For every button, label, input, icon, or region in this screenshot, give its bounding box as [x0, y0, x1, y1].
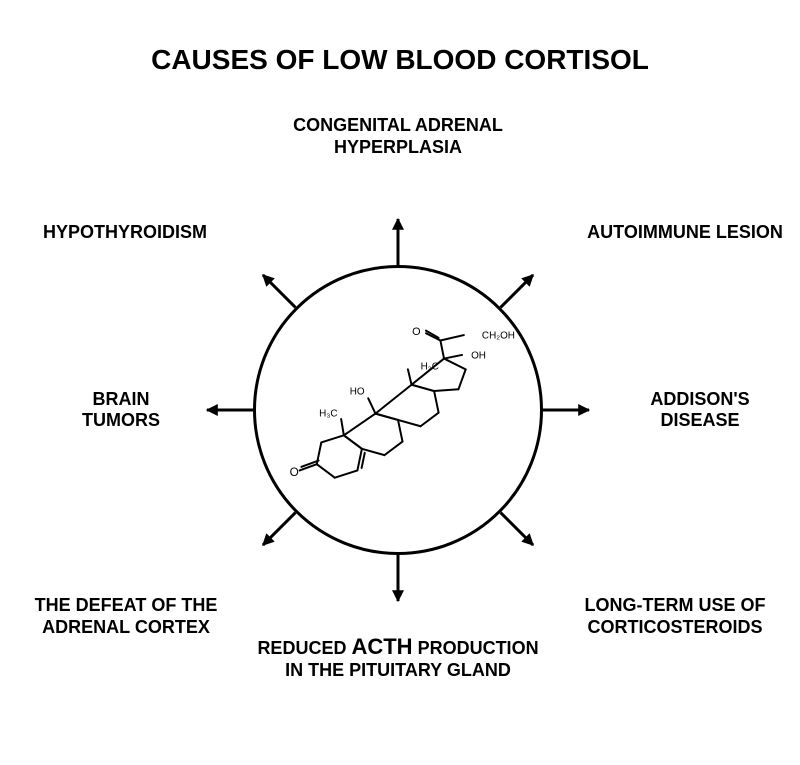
cause-label-brain_tumors: BRAIN TUMORS: [56, 389, 186, 432]
cause-label-addisons: ADDISON'S DISEASE: [610, 389, 790, 432]
cause-label-autoimmune: AUTOIMMUNE LESION: [570, 222, 800, 244]
cause-label-adrenal_cortex: THE DEFEAT OF THE ADRENAL CORTEX: [16, 595, 236, 638]
arrow-hypothyroidism: [263, 275, 296, 308]
arrow-autoimmune: [501, 275, 534, 308]
svg-text:OH: OH: [471, 351, 486, 362]
cause-label-congenital: CONGENITAL ADRENAL HYPERPLASIA: [258, 115, 538, 158]
svg-text:CH₂OH: CH₂OH: [482, 331, 515, 342]
svg-text:HO: HO: [350, 387, 365, 398]
svg-text:H₃C: H₃C: [319, 408, 337, 419]
arrow-adrenal_cortex: [263, 513, 296, 546]
svg-text:O: O: [290, 466, 299, 479]
svg-text:O: O: [412, 326, 420, 338]
cause-label-hypothyroidism: HYPOTHYROIDISM: [20, 222, 230, 244]
page-title: CAUSES OF LOW BLOOD CORTISOL: [0, 44, 800, 76]
cortisol-molecule: O H₃C H₃C HO OH O CH₂OH: [275, 320, 522, 501]
cause-label-corticosteroids: LONG-TERM USE OF CORTICOSTEROIDS: [560, 595, 790, 638]
arrow-corticosteroids: [501, 513, 534, 546]
cause-label-acth: REDUCED ACTH PRODUCTION IN THE PITUITARY…: [228, 634, 568, 682]
svg-text:H₃C: H₃C: [421, 361, 439, 372]
